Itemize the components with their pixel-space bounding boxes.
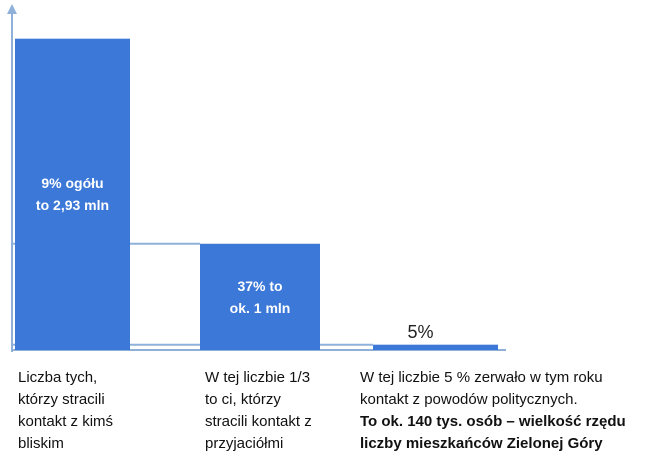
bar-label: 5% xyxy=(407,321,434,342)
annotation: To ok. 140 tys. osób – wielkość rzędu li… xyxy=(360,413,626,452)
caption: W tej liczbie 5 % zerwało w tym roku kon… xyxy=(360,369,603,408)
bar xyxy=(15,38,130,350)
caption: W tej liczbie 1/3 to ci, którzy stracili… xyxy=(205,369,312,452)
bar-label: 9% ogółu to 2,93 mln xyxy=(35,175,110,214)
axis-arrow xyxy=(7,4,17,14)
bar-label: 37% to ok. 1 mln xyxy=(229,277,291,316)
bar xyxy=(200,243,320,350)
bar xyxy=(373,344,498,350)
caption: Liczba tych, którzy stracili kontakt z k… xyxy=(18,369,114,452)
